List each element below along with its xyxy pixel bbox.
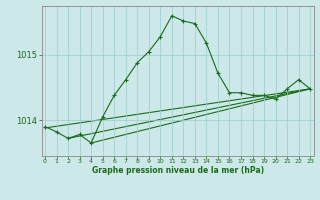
- X-axis label: Graphe pression niveau de la mer (hPa): Graphe pression niveau de la mer (hPa): [92, 166, 264, 175]
